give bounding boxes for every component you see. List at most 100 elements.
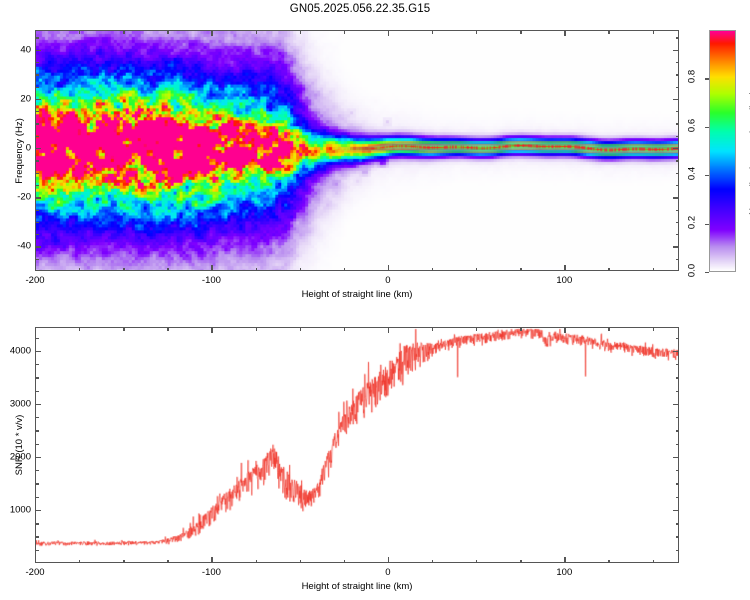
y-ticklabel: 20	[20, 93, 31, 105]
y-tick-minor	[35, 234, 39, 236]
x-tick-major	[35, 557, 37, 563]
y-tick-minor	[35, 184, 39, 187]
y-tick-minor-right	[675, 160, 679, 162]
x-tick-minor	[476, 267, 478, 271]
y-tick-minor	[35, 86, 39, 88]
y-tick-minor	[35, 74, 39, 76]
y-tick-minor	[35, 209, 39, 211]
y-tick-minor-right	[675, 523, 679, 525]
y-tick-minor	[35, 135, 39, 138]
y-ticklabel: 2000	[9, 451, 31, 463]
y-ticklabel: 0	[25, 142, 31, 154]
y-tick-minor	[35, 37, 39, 39]
x-tick-minor	[652, 559, 654, 563]
x-tick-minor	[79, 559, 81, 563]
y-tick-major-right	[673, 98, 679, 101]
x-tick-minor	[255, 267, 257, 271]
y-tick-major-right	[673, 197, 679, 199]
x-tick-major	[564, 557, 566, 563]
x-tick-minor-top	[343, 327, 346, 331]
y-tick-minor-right	[675, 496, 679, 498]
y-axis-label: Frequency (Hz)	[14, 117, 25, 184]
y-tick-minor	[35, 417, 39, 419]
x-tick-major-top	[564, 327, 566, 333]
colorbar-ticklabel: 0.2	[686, 215, 698, 229]
x-tick-minor-top	[167, 30, 169, 34]
y-tick-minor	[35, 470, 39, 472]
y-tick-major	[35, 350, 41, 353]
x-tick-minor	[520, 559, 522, 563]
y-tick-minor	[35, 258, 39, 260]
y-tick-minor-right	[675, 74, 679, 76]
x-tick-major-top	[35, 327, 37, 333]
colorbar-tick	[705, 78, 709, 80]
y-axis-label: SNR (10 * v/v)	[14, 414, 25, 476]
x-tick-major	[564, 265, 566, 271]
colorbar-ticklabel: 0.4	[686, 167, 698, 181]
y-ticklabel: 1000	[9, 504, 31, 516]
x-tick-minor	[167, 267, 169, 271]
y-tick-major	[35, 98, 41, 101]
x-tick-major-top	[387, 327, 390, 333]
snr-panel	[35, 327, 679, 563]
x-tick-minor	[79, 267, 81, 271]
x-tick-minor-top	[299, 327, 301, 331]
y-tick-minor-right	[675, 221, 679, 224]
y-tick-minor	[35, 111, 39, 113]
y-tick-minor	[35, 430, 39, 432]
x-ticklabel: 100	[556, 275, 573, 286]
y-tick-major-right	[673, 246, 679, 248]
y-tick-major-right	[673, 509, 679, 512]
x-tick-minor	[652, 267, 654, 271]
snr-canvas	[36, 328, 678, 562]
x-tick-minor-top	[79, 30, 81, 34]
x-tick-minor	[299, 559, 301, 563]
x-tick-minor	[608, 559, 610, 563]
y-tick-minor-right	[675, 417, 679, 419]
x-tick-minor-top	[520, 30, 522, 34]
colorbar-ticklabel: 0.8	[686, 70, 698, 84]
x-tick-minor-top	[431, 327, 434, 331]
x-tick-minor	[299, 267, 301, 271]
y-tick-major	[35, 403, 41, 406]
x-tick-major-top	[387, 30, 390, 36]
x-tick-minor	[343, 267, 346, 271]
y-tick-minor-right	[675, 377, 679, 379]
y-tick-minor-right	[675, 123, 679, 125]
x-tick-minor	[520, 267, 522, 271]
y-tick-major	[35, 49, 41, 51]
y-ticklabel: -40	[17, 240, 31, 252]
y-tick-minor-right	[675, 172, 679, 174]
x-tick-minor-top	[255, 30, 257, 34]
y-tick-major-right	[673, 403, 679, 406]
y-tick-minor-right	[675, 209, 679, 211]
x-tick-major	[387, 265, 390, 271]
y-tick-minor-right	[675, 470, 679, 472]
y-ticklabel: -20	[17, 191, 31, 203]
y-tick-major	[35, 197, 41, 199]
colorbar-tick	[705, 272, 709, 274]
x-tick-major	[35, 265, 37, 271]
y-tick-minor	[35, 536, 39, 538]
x-tick-minor	[431, 267, 434, 271]
y-tick-minor	[35, 523, 39, 525]
x-tick-minor-top	[123, 30, 125, 34]
y-tick-minor-right	[675, 111, 679, 113]
y-ticklabel: 40	[20, 44, 31, 56]
y-tick-minor	[35, 496, 39, 498]
colorbar-tick	[705, 126, 709, 129]
y-tick-minor	[35, 390, 39, 392]
y-tick-major-right	[673, 148, 679, 150]
x-ticklabel: -200	[25, 567, 45, 578]
y-tick-minor	[35, 337, 39, 339]
y-tick-minor-right	[675, 549, 679, 552]
x-tick-major-top	[35, 30, 37, 36]
figure-title: GN05.2025.056.22.35.G15	[289, 3, 431, 15]
colorbar-tick	[705, 223, 709, 225]
y-ticklabel: 3000	[9, 398, 31, 410]
y-tick-minor-right	[675, 184, 679, 187]
x-tick-minor	[255, 559, 257, 563]
x-tick-major	[211, 557, 213, 563]
y-tick-minor	[35, 172, 39, 174]
